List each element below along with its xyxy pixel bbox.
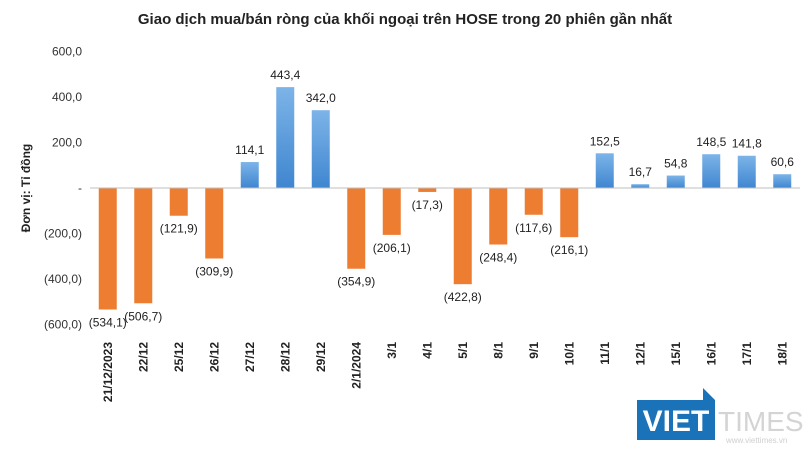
bar — [347, 188, 366, 269]
x-tick-label: 15/1 — [669, 342, 683, 366]
y-tick-label: (600,0) — [44, 318, 82, 332]
y-tick-label: (400,0) — [44, 272, 82, 286]
data-label: (309,9) — [195, 265, 233, 279]
data-label: 342,0 — [306, 91, 336, 105]
bar — [169, 188, 188, 216]
y-axis-ticks: (600,0) (400,0) (200,0) - 200,0 400,0 600,0 — [44, 45, 82, 332]
y-tick-label: - — [78, 181, 82, 195]
bar — [773, 174, 792, 188]
watermark-brand-bold: VIET — [643, 405, 710, 438]
y-tick-label: 400,0 — [52, 90, 82, 104]
bar — [702, 154, 721, 188]
x-tick-label: 18/1 — [775, 342, 789, 366]
bar — [276, 87, 295, 188]
bar — [666, 175, 685, 188]
watermark-url: www.viettimes.vn — [725, 436, 787, 445]
watermark-brand-light: TIMES — [718, 406, 804, 437]
data-label: (206,1) — [373, 241, 411, 255]
x-tick-label: 25/12 — [172, 342, 186, 372]
x-tick-label: 3/1 — [385, 342, 399, 359]
data-label: (121,9) — [160, 222, 198, 236]
data-label: 148,5 — [696, 135, 726, 149]
x-tick-label: 9/1 — [527, 342, 541, 359]
x-tick-label: 2/1/2024 — [349, 342, 363, 389]
y-tick-label: (200,0) — [44, 227, 82, 241]
viettimes-watermark: VIET TIMES www.viettimes.vn — [637, 388, 804, 445]
x-tick-label: 12/1 — [633, 342, 647, 366]
bar — [382, 188, 401, 235]
y-axis-label: Đơn vị: Tỉ đồng — [19, 144, 33, 233]
bar — [134, 188, 153, 304]
data-label: 16,7 — [629, 165, 653, 179]
watermark-badge — [637, 388, 715, 440]
x-tick-label: 8/1 — [491, 342, 505, 359]
x-tick-label: 11/1 — [598, 342, 612, 365]
x-axis-labels: 21/12/2023 22/12 25/12 26/12 27/12 28/12 29/12… — [101, 342, 790, 402]
data-label: 114,1 — [235, 143, 264, 157]
y-tick-label: 200,0 — [52, 136, 82, 150]
bars — [98, 87, 792, 310]
data-label: 152,5 — [590, 134, 620, 148]
data-label: 60,6 — [771, 155, 795, 169]
bar — [737, 155, 756, 188]
data-label: (248,4) — [479, 251, 517, 265]
data-label: (117,6) — [515, 221, 552, 235]
bar — [205, 188, 224, 259]
x-tick-label: 27/12 — [243, 342, 257, 372]
x-tick-label: 28/12 — [278, 342, 292, 372]
bar — [240, 162, 259, 188]
data-label: 443,4 — [270, 68, 300, 82]
bar — [631, 184, 650, 188]
x-tick-label: 10/1 — [562, 342, 576, 366]
bar — [98, 188, 117, 310]
data-label: (422,8) — [444, 290, 482, 304]
x-tick-label: 17/1 — [740, 342, 754, 366]
data-label: (216,1) — [550, 243, 588, 257]
data-label: (534,1) — [89, 316, 127, 330]
x-tick-label: 22/12 — [136, 342, 150, 372]
bar — [524, 188, 543, 215]
x-tick-label: 26/12 — [207, 342, 221, 372]
data-label: (17,3) — [412, 198, 443, 212]
bar — [595, 153, 614, 188]
x-tick-label: 21/12/2023 — [101, 342, 115, 402]
y-tick-label: 600,0 — [52, 45, 82, 59]
chart-title: Giao dịch mua/bán ròng của khối ngoại tr… — [138, 11, 672, 28]
x-tick-label: 4/1 — [420, 342, 434, 359]
x-tick-label: 16/1 — [704, 342, 718, 366]
bar — [560, 188, 579, 238]
bar — [453, 188, 472, 285]
bar — [418, 188, 437, 192]
data-label: 141,8 — [732, 137, 762, 151]
data-label: (354,9) — [337, 275, 375, 289]
data-labels: (534,1)(506,7) (121,9) (309,9) 114,1 443,4 34… — [89, 68, 795, 329]
data-label: (506,7) — [124, 309, 162, 323]
x-tick-label: 29/12 — [314, 342, 328, 372]
bar — [489, 188, 508, 245]
x-tick-label: 5/1 — [456, 342, 470, 359]
data-label: 54,8 — [664, 157, 688, 171]
bar — [311, 110, 330, 188]
